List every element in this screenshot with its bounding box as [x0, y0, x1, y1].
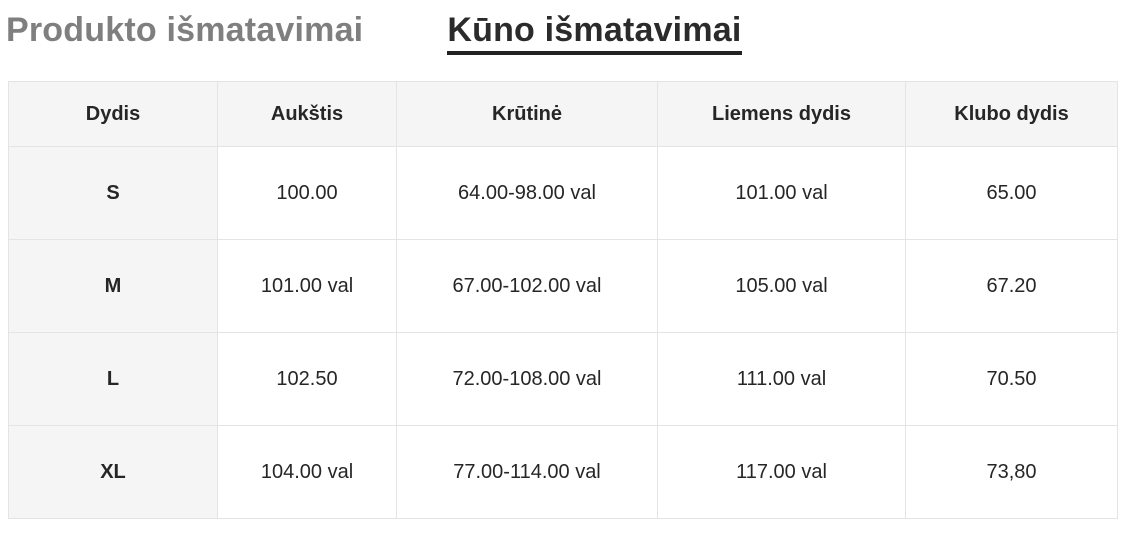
- size-label-cell: XL: [8, 425, 218, 520]
- tab-product-measurements[interactable]: Produkto išmatavimai: [6, 11, 364, 49]
- waist-value-cell: 101.00 val: [657, 146, 906, 241]
- table-row-xl: XL 104.00 val 77.00-114.00 val 117.00 va…: [8, 425, 1118, 520]
- height-value-cell: 104.00 val: [217, 425, 397, 520]
- col-header-hip: Klubo dydis: [905, 81, 1118, 148]
- height-value-cell: 100.00: [217, 146, 397, 241]
- chest-value-cell: 72.00-108.00 val: [396, 332, 658, 427]
- size-label-cell: S: [8, 146, 218, 241]
- waist-value-cell: 105.00 val: [657, 239, 906, 334]
- col-header-waist: Liemens dydis: [657, 81, 906, 148]
- table-header-row: Dydis Aukštis Krūtinė Liemens dydis Klub…: [8, 81, 1118, 148]
- chest-value-cell: 77.00-114.00 val: [396, 425, 658, 520]
- waist-value-cell: 117.00 val: [657, 425, 906, 520]
- chest-value-cell: 67.00-102.00 val: [396, 239, 658, 334]
- table-row-l: L 102.50 72.00-108.00 val 111.00 val 70.…: [8, 332, 1118, 427]
- height-value-cell: 101.00 val: [217, 239, 397, 334]
- col-header-chest: Krūtinė: [396, 81, 658, 148]
- hip-value-cell: 65.00: [905, 146, 1118, 241]
- size-table: Dydis Aukštis Krūtinė Liemens dydis Klub…: [8, 81, 1118, 520]
- table-row-s: S 100.00 64.00-98.00 val 101.00 val 65.0…: [8, 146, 1118, 241]
- col-header-height: Aukštis: [217, 81, 397, 148]
- hip-value-cell: 73,80: [905, 425, 1118, 520]
- hip-value-cell: 70.50: [905, 332, 1118, 427]
- size-label-cell: M: [8, 239, 218, 334]
- col-header-size: Dydis: [8, 81, 218, 148]
- measurement-tabs: Produkto išmatavimai Kūno išmatavimai: [0, 0, 1126, 56]
- hip-value-cell: 67.20: [905, 239, 1118, 334]
- tab-body-measurements[interactable]: Kūno išmatavimai: [447, 11, 742, 56]
- waist-value-cell: 111.00 val: [657, 332, 906, 427]
- height-value-cell: 102.50: [217, 332, 397, 427]
- table-row-m: M 101.00 val 67.00-102.00 val 105.00 val…: [8, 239, 1118, 334]
- chest-value-cell: 64.00-98.00 val: [396, 146, 658, 241]
- size-label-cell: L: [8, 332, 218, 427]
